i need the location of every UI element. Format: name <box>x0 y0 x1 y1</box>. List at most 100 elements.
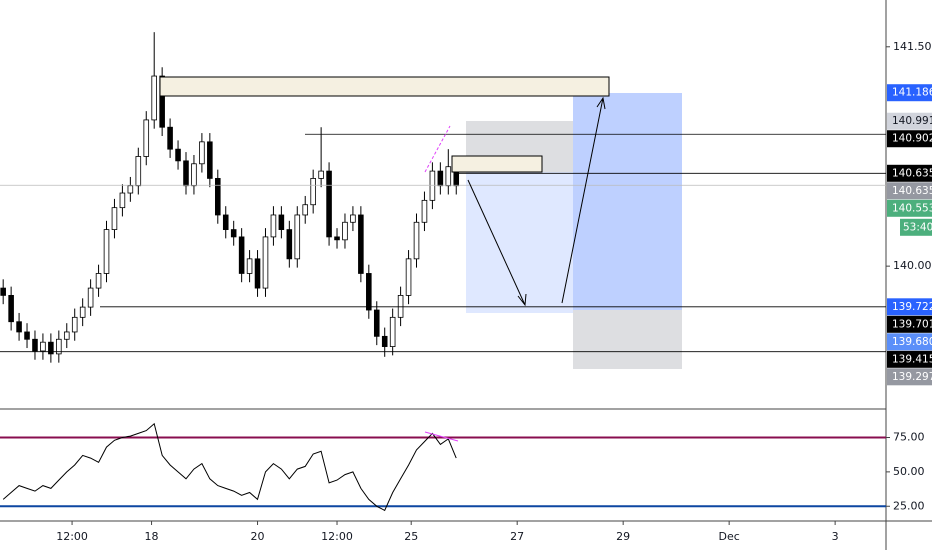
candle-body <box>262 236 269 289</box>
candle-body <box>286 229 293 260</box>
price-label-box <box>887 315 932 333</box>
countdown-box <box>900 218 932 236</box>
candle-body <box>207 141 213 179</box>
candle-body <box>389 316 396 347</box>
price-label-box <box>887 112 932 130</box>
x-tick-label: 12:00 <box>56 530 88 543</box>
marks: 141.500 140.000 12:00 18 20 12:00 25 27 29 Dec 3 14… <box>0 32 932 543</box>
y-tick-label: 141.500 <box>893 40 932 53</box>
candle-body <box>381 335 388 347</box>
candle-body <box>56 338 62 355</box>
candle-body <box>310 178 316 206</box>
candle-body <box>246 258 253 274</box>
candle-body <box>103 229 110 274</box>
candle-body <box>342 221 348 241</box>
candle-body <box>0 287 6 296</box>
x-tick-label: 20 <box>251 530 265 543</box>
price-label-box <box>887 84 932 102</box>
candle-body <box>278 214 285 230</box>
candle-body <box>294 214 301 260</box>
candle-body <box>135 156 142 187</box>
x-tick-label: 27 <box>510 530 524 543</box>
price-label-box <box>887 333 932 351</box>
price-label: 141.186 <box>892 87 932 99</box>
price-label: 140.553 <box>892 202 932 214</box>
price-label: 139.701 <box>892 318 932 330</box>
candle-body <box>63 331 70 340</box>
candle-body <box>199 141 205 165</box>
candle-body <box>405 258 412 296</box>
candle-body <box>445 166 452 187</box>
price-label: 139.722 <box>892 301 932 313</box>
candle-body <box>40 341 46 352</box>
x-tick-label: 12:00 <box>321 530 353 543</box>
candle-body <box>119 192 126 209</box>
rsi-line <box>2 422 457 512</box>
candle-body <box>183 160 189 187</box>
y-tick-label: 25.00 <box>893 499 925 512</box>
price-label-box <box>887 298 932 316</box>
price-label: 140.991 <box>892 115 932 127</box>
candle-body <box>421 199 428 223</box>
candle-body <box>326 170 332 238</box>
candle-body <box>159 75 165 128</box>
candle-body <box>8 294 14 323</box>
price-label: 139.680 <box>892 336 932 348</box>
countdown: 53:40 <box>903 221 932 233</box>
candle-body <box>429 170 436 201</box>
price-label: 140.635 <box>892 185 932 197</box>
price-label: 139.415 <box>892 353 932 365</box>
drawings <box>466 93 682 369</box>
x-tick-label: Dec <box>718 530 739 543</box>
y-tick-label: 140.000 <box>893 259 932 272</box>
zone-box <box>451 155 543 173</box>
candle-body <box>71 316 78 333</box>
candle-body <box>143 119 150 157</box>
candle-body <box>413 221 420 260</box>
candle-body <box>151 75 157 121</box>
candle-body <box>191 163 197 187</box>
price-label-box <box>887 199 932 217</box>
candle-body <box>32 338 38 352</box>
x-tick-label: 18 <box>145 530 159 543</box>
candle-body <box>167 126 173 150</box>
annotations <box>159 76 610 442</box>
candle-body <box>95 273 102 289</box>
price-label: 139.297 <box>892 371 932 383</box>
candle-body <box>350 214 356 223</box>
divergence-line <box>424 125 451 173</box>
candle-body <box>397 294 404 318</box>
candle-body <box>437 170 444 187</box>
candle-body <box>111 207 118 230</box>
target-zone <box>466 172 573 313</box>
candle-body <box>334 236 340 241</box>
candle-body <box>318 170 324 179</box>
arrow <box>467 179 527 307</box>
y-tick-label: 75.00 <box>893 431 925 444</box>
candle-body <box>238 236 245 274</box>
candle-body <box>87 287 94 308</box>
x-tick-label: 25 <box>404 530 418 543</box>
candle-body <box>270 214 277 238</box>
candle-body <box>222 214 229 230</box>
price-label-box <box>887 350 932 368</box>
candle-body <box>175 148 181 162</box>
target-zone <box>573 93 682 310</box>
candle-body <box>215 178 221 216</box>
candle-body <box>302 204 309 216</box>
candle-body <box>16 321 22 333</box>
price-label-box <box>887 130 932 148</box>
candle-body <box>373 309 380 337</box>
candle-body <box>230 229 237 238</box>
y-tick-label: 50.00 <box>893 465 925 478</box>
price-label-box <box>887 368 932 386</box>
stop-zone <box>573 310 682 369</box>
candle-body <box>127 185 134 194</box>
price-label: 140.635 <box>892 167 932 179</box>
x-tick-label: 3 <box>832 530 839 543</box>
candle-body <box>79 306 86 318</box>
candle-body <box>24 331 30 340</box>
